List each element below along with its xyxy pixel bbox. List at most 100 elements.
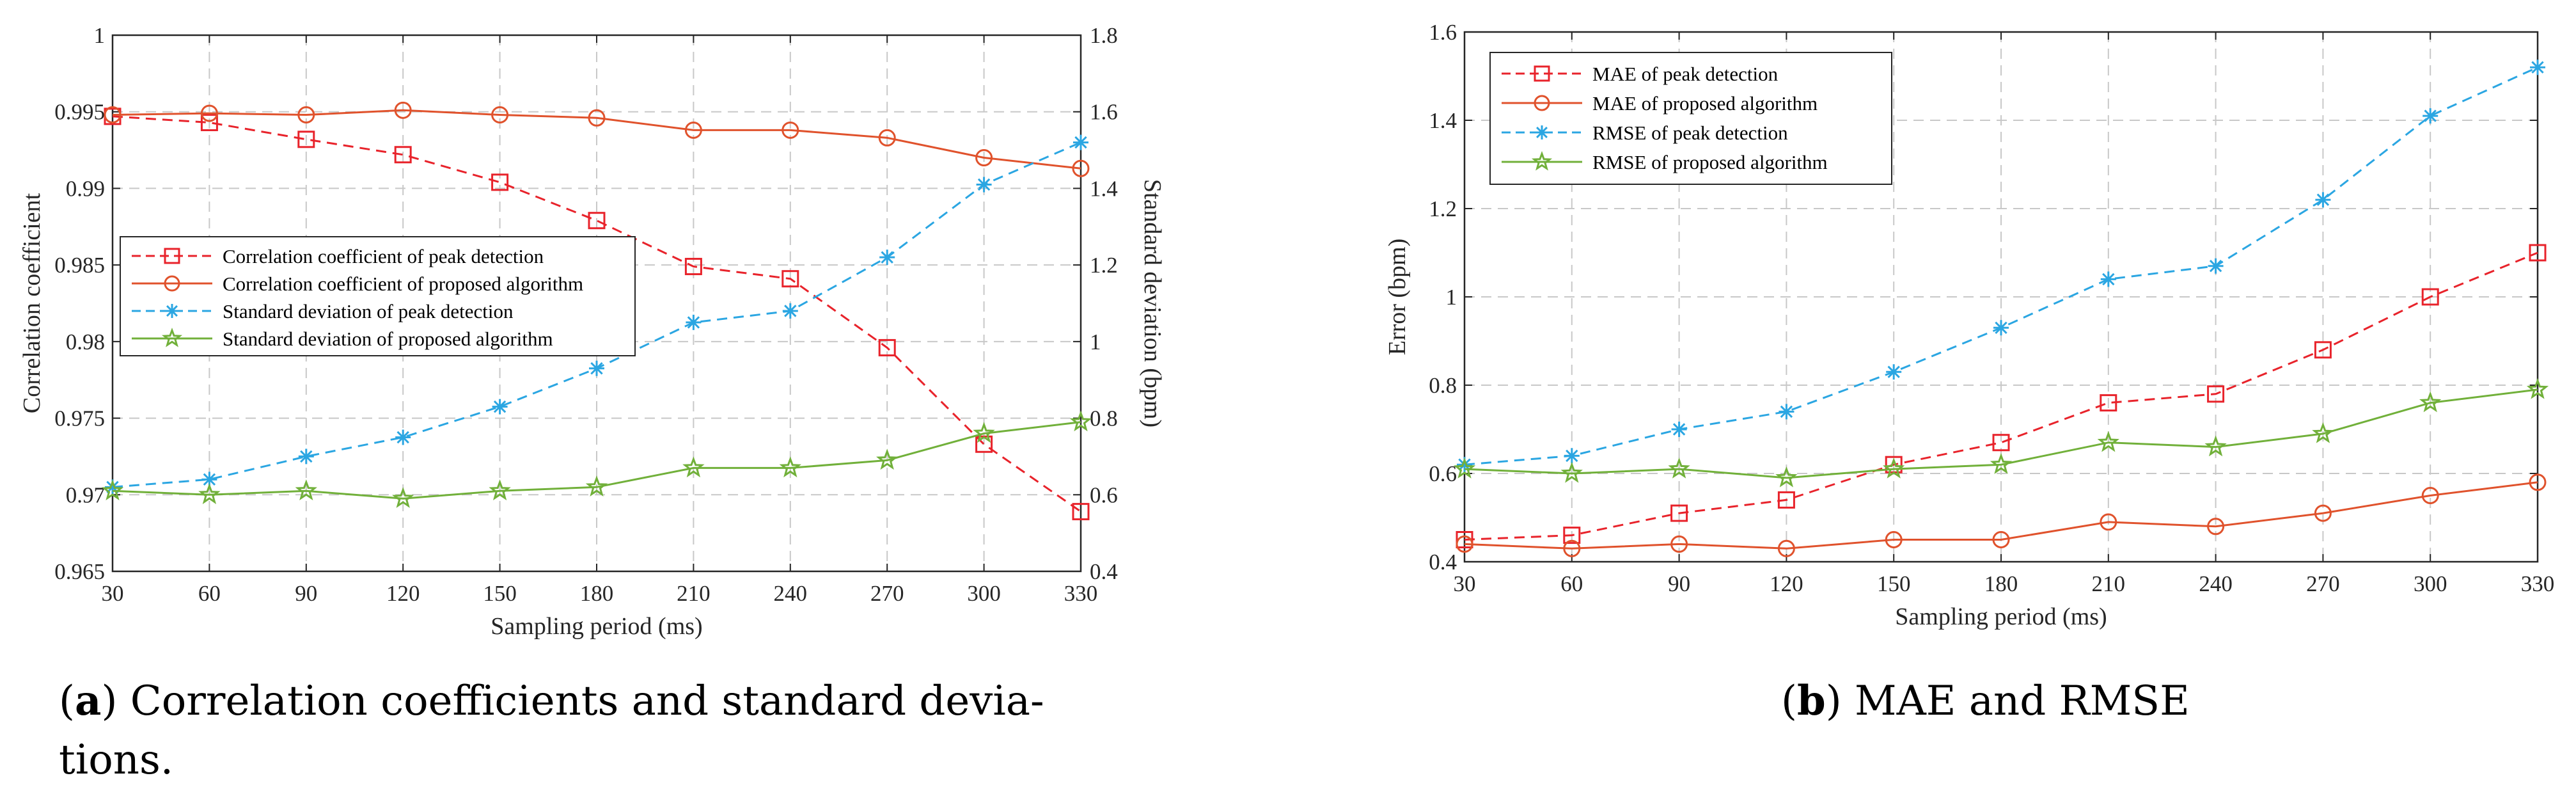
x-tick-label: 150 (1877, 571, 1911, 596)
data-point (2421, 288, 2439, 306)
data-point (879, 250, 895, 266)
y-tick-label: 0.985 (54, 253, 105, 278)
y-right-tick-label: 0.4 (1090, 559, 1118, 584)
legend-marker (165, 304, 179, 318)
data-point (1457, 457, 1472, 473)
x-tick-label: 60 (1560, 571, 1583, 596)
x-tick-label: 330 (2521, 571, 2555, 596)
data-point (1992, 434, 2010, 452)
data-point (491, 106, 509, 124)
legend-marker (164, 248, 180, 264)
data-point (1990, 453, 2013, 474)
data-point (489, 479, 511, 500)
legend-label: MAE of proposed algorithm (1592, 92, 1818, 115)
data-point (1779, 404, 1795, 420)
y-right-tick-label: 0.8 (1090, 406, 1118, 431)
data-point (394, 101, 412, 119)
legend-label: Standard deviation of peak detection (223, 300, 514, 322)
data-point (492, 399, 508, 415)
data-point (1886, 364, 1902, 380)
data-point (684, 121, 702, 139)
series-1 (104, 107, 1090, 521)
data-point (2208, 258, 2224, 274)
x-tick-label: 90 (1668, 571, 1690, 596)
data-point (395, 429, 411, 445)
data-point (105, 479, 120, 495)
data-point (1453, 457, 1476, 479)
data-point (1883, 457, 1905, 479)
y-tick-label: 0.6 (1429, 461, 1457, 486)
legend-marker (1534, 65, 1550, 82)
x-axis-label: Sampling period (ms) (1895, 603, 2107, 630)
y-right-tick-label: 1.2 (1090, 253, 1118, 278)
data-point (686, 314, 702, 330)
data-point (1993, 320, 2009, 336)
series-4 (1453, 377, 2549, 488)
data-point (973, 422, 995, 443)
series-3 (105, 134, 1088, 495)
data-point (1069, 410, 1092, 432)
data-point (2423, 108, 2439, 124)
y-right-axis-label: Standard deviation (bpm) (1139, 179, 1166, 427)
legend-marker (161, 328, 183, 347)
x-tick-label: 180 (580, 581, 614, 606)
x-tick-label: 120 (386, 581, 420, 606)
legend-label: RMSE of peak detection (1592, 122, 1788, 144)
data-point (975, 149, 993, 167)
data-point (2100, 513, 2117, 531)
y-tick-label: 1.4 (1429, 108, 1457, 133)
data-point (392, 487, 414, 508)
legend-label: Standard deviation of proposed algorithm (223, 328, 553, 350)
y-tick-label: 1.6 (1429, 20, 1457, 45)
y-tick-label: 0.975 (54, 406, 105, 431)
data-point (101, 479, 124, 500)
caption-a: (a) Correlation coefficients and standar… (59, 677, 1044, 784)
data-point (297, 106, 315, 124)
legend-marker (1535, 125, 1549, 139)
data-point (1775, 466, 1798, 488)
x-tick-label: 300 (2414, 571, 2447, 596)
series-3 (1457, 60, 2545, 473)
y-right-tick-label: 0.6 (1090, 482, 1118, 507)
data-point (682, 456, 705, 478)
caption-a-text: Correlation coefficients and standard de… (117, 678, 1044, 725)
data-point (1456, 535, 1473, 553)
data-point (781, 270, 799, 288)
legend-marker (1534, 95, 1550, 111)
data-point (1777, 491, 1795, 509)
data-point (297, 131, 315, 148)
y-tick-label: 0.98 (66, 330, 105, 354)
x-tick-label: 90 (295, 581, 317, 606)
data-point (2529, 244, 2547, 262)
series-line (112, 421, 1081, 500)
x-tick-label: 150 (483, 581, 517, 606)
x-tick-label: 120 (1770, 571, 1803, 596)
data-point (200, 113, 218, 131)
data-point (779, 456, 801, 478)
y-tick-label: 0.4 (1429, 550, 1457, 575)
legend-label: MAE of peak detection (1592, 63, 1779, 85)
legend-marker (1531, 150, 1553, 171)
y-tick-label: 1.2 (1429, 196, 1457, 221)
data-point (2204, 435, 2227, 457)
data-point (1564, 448, 1580, 464)
legend-label: RMSE of proposed algorithm (1592, 151, 1828, 173)
x-tick-label: 210 (2092, 571, 2126, 596)
data-point (104, 106, 122, 124)
data-point (976, 177, 992, 193)
caption-b: (b) MAE and RMSE (1781, 677, 2190, 725)
data-point (1563, 539, 1581, 557)
x-tick-label: 270 (870, 581, 904, 606)
data-point (782, 303, 798, 319)
caption-b-letter: b (1796, 677, 1826, 725)
data-point (1668, 457, 1690, 479)
data-point (2312, 422, 2334, 443)
data-point (2529, 473, 2547, 491)
x-tick-label: 300 (967, 581, 1001, 606)
x-tick-label: 30 (102, 581, 124, 606)
data-point (2314, 504, 2332, 522)
data-point (1456, 531, 1473, 548)
y-axis-label: Correlation coefficient (19, 193, 45, 413)
data-point (2100, 271, 2116, 287)
